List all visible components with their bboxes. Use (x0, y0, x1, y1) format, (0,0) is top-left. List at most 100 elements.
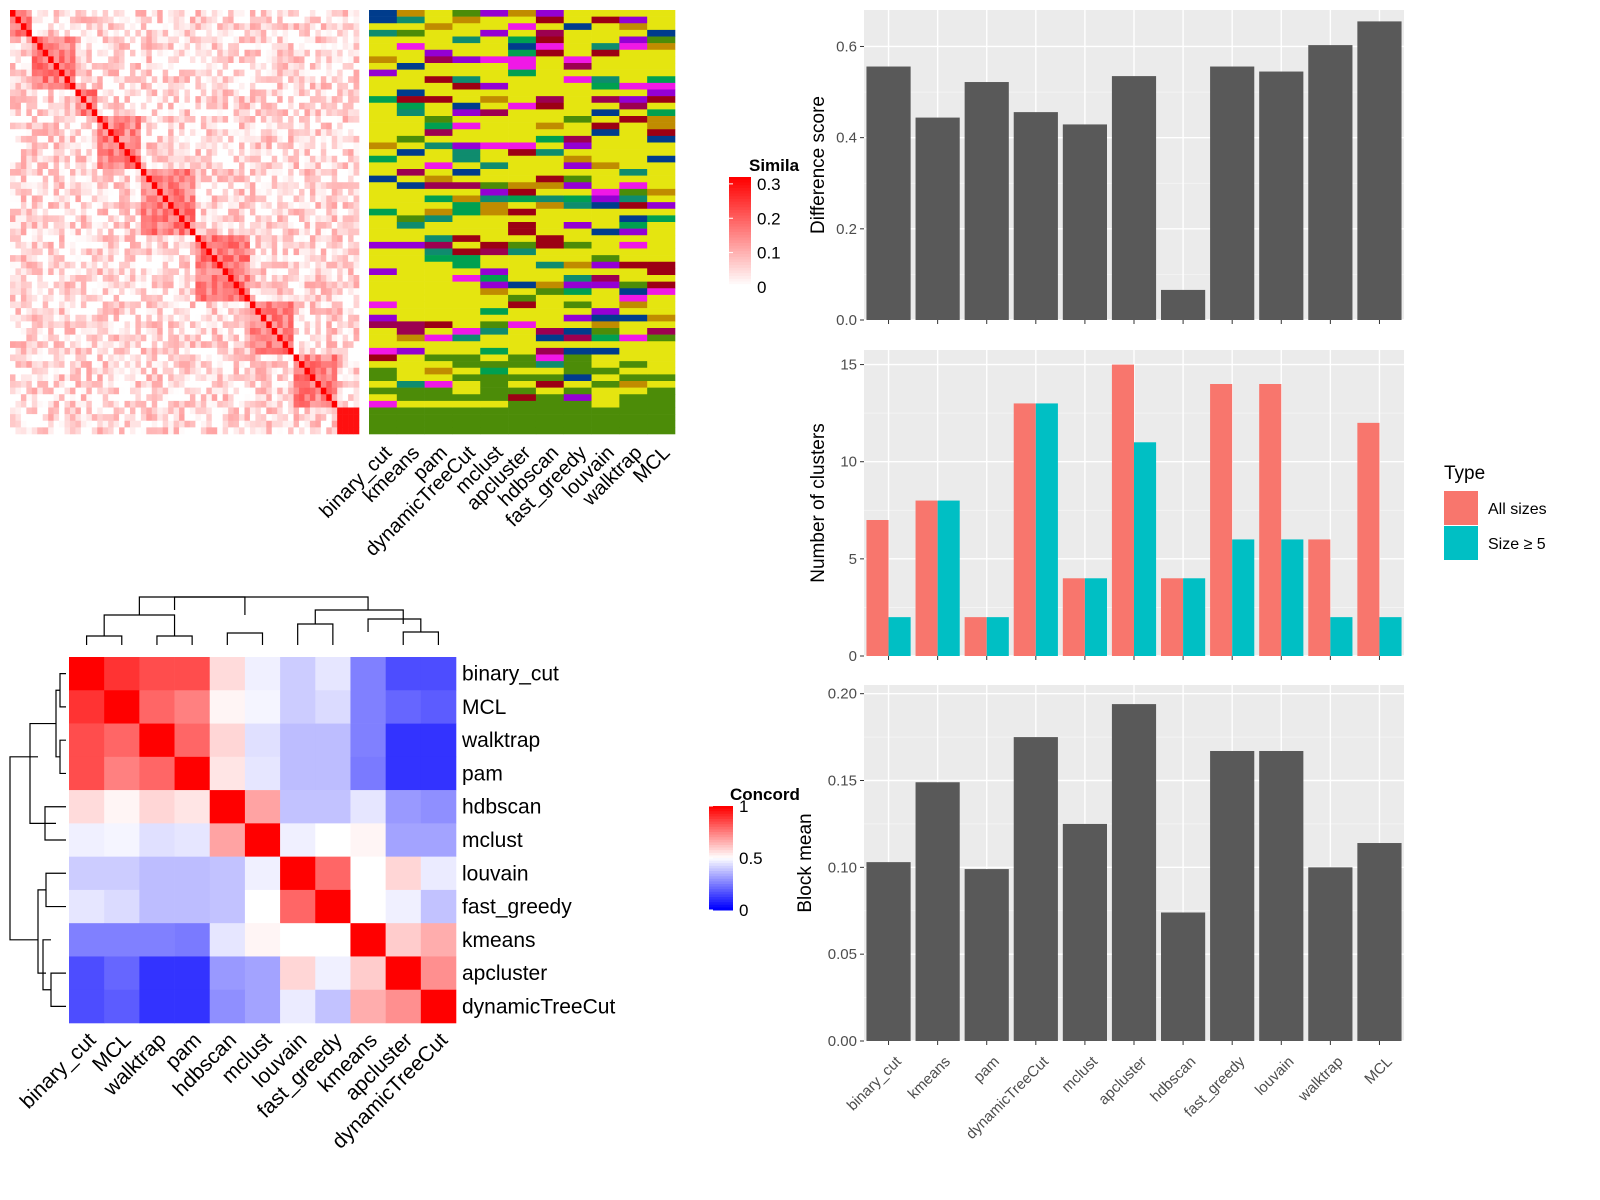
similarity-cell (140, 129, 147, 137)
membership-cell (591, 275, 620, 282)
similarity-legend-band (729, 276, 751, 280)
similarity-cell (249, 162, 256, 170)
similarity-cell (288, 56, 294, 64)
similarity-cell (200, 36, 207, 44)
similarity-cell (348, 116, 354, 123)
similarity-cell (288, 29, 294, 37)
similarity-cell (37, 76, 44, 84)
similarity-cell (157, 301, 163, 309)
similarity-cell (239, 56, 245, 64)
similarity-cell (124, 29, 131, 37)
similarity-cell (108, 182, 114, 190)
similarity-cell (249, 268, 256, 276)
similarity-cell (140, 261, 147, 269)
membership-cell (563, 122, 592, 130)
similarity-cell (64, 43, 71, 51)
similarity-cell (348, 63, 354, 70)
similarity-cell (20, 301, 27, 309)
similarity-cell (206, 89, 213, 97)
similarity-cell (200, 16, 207, 24)
similarity-cell (31, 16, 38, 24)
similarity-cell (168, 16, 174, 24)
similarity-cell (288, 109, 294, 117)
similarity-cell (211, 63, 218, 70)
similarity-cell (217, 328, 223, 335)
similarity-cell (113, 420, 120, 428)
similarity-cell (15, 63, 22, 70)
similarity-cell (151, 135, 158, 143)
similarity-cell (26, 261, 33, 269)
similarity-cell (113, 129, 120, 137)
similarity-cell (140, 281, 147, 289)
similarity-cell (271, 23, 278, 31)
similarity-cell (119, 381, 125, 388)
similarity-cell (249, 23, 256, 31)
concordance-cell (209, 823, 246, 857)
similarity-cell (157, 122, 163, 130)
similarity-cell (266, 361, 273, 369)
membership-cell (369, 188, 398, 196)
similarity-cell (162, 387, 169, 395)
similarity-cell (91, 195, 98, 203)
similarity-cell (320, 16, 327, 24)
similarity-cell (53, 255, 60, 263)
similarity-cell (195, 420, 202, 428)
membership-cell (452, 354, 481, 362)
similarity-cell (97, 314, 103, 322)
similarity-cell (146, 202, 153, 210)
similarity-cell (266, 29, 273, 37)
similarity-cell (15, 328, 22, 335)
similarity-cell (135, 215, 142, 223)
similarity-cell (64, 328, 71, 335)
similarity-cell (233, 49, 240, 57)
similarity-cell (86, 228, 93, 236)
similarity-cell (124, 175, 131, 183)
concordance-cell (350, 989, 386, 1024)
similarity-cell (151, 235, 158, 243)
concordance-cell (174, 923, 211, 957)
similarity-cell (337, 308, 343, 316)
membership-cell (369, 288, 398, 296)
similarity-cell (48, 122, 54, 130)
similarity-cell (69, 122, 76, 130)
similarity-cell (86, 420, 93, 428)
similarity-cell (173, 135, 180, 143)
similarity-cell (299, 308, 305, 316)
similarity-cell (80, 43, 87, 51)
similarity-cell (288, 414, 294, 422)
similarity-cell (26, 347, 33, 355)
similarity-cell (271, 122, 278, 130)
similarity-cell (102, 288, 109, 296)
membership-cell (480, 16, 509, 24)
membership-cell (619, 29, 648, 37)
similarity-cell (64, 56, 71, 64)
similarity-cell (337, 347, 343, 355)
similarity-cell (299, 374, 305, 382)
membership-cell (563, 321, 592, 329)
similarity-cell (20, 400, 27, 408)
similarity-cell (157, 314, 163, 322)
similarity-cell (260, 374, 267, 382)
similarity-cell (64, 135, 71, 143)
similarity-cell (64, 195, 71, 203)
similarity-cell (309, 202, 316, 210)
similarity-cell (348, 182, 354, 190)
similarity-cell (179, 248, 185, 256)
similarity-cell (157, 328, 163, 335)
similarity-cell (195, 129, 202, 137)
similarity-cell (337, 96, 343, 104)
similarity-cell (222, 102, 229, 110)
membership-cell (535, 76, 565, 84)
similarity-cell (315, 275, 322, 282)
similarity-cell (239, 248, 245, 256)
similarity-cell (108, 162, 114, 170)
similarity-cell (59, 129, 65, 137)
membership-cell (508, 268, 537, 276)
membership-cell (369, 255, 398, 263)
similarity-cell (15, 341, 22, 349)
similarity-cell (53, 76, 60, 84)
similarity-cell (320, 102, 327, 110)
similarity-cell (228, 23, 234, 31)
similarity-cell (348, 109, 354, 117)
